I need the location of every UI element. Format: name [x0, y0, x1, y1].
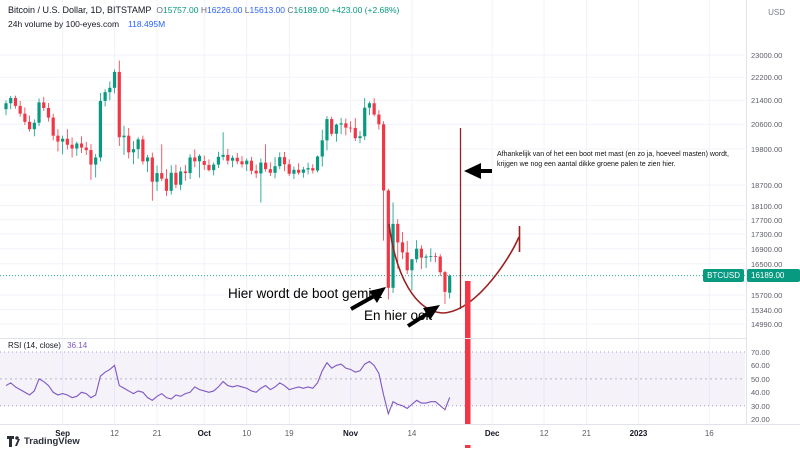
rsi-value: 36.14: [67, 341, 88, 350]
tradingview-logo-text: TradingView: [24, 436, 80, 447]
open-value: 15757.00: [163, 5, 199, 15]
close-value: 16189.00: [293, 5, 329, 15]
open-label: O: [156, 5, 163, 15]
time-axis-label: 19: [284, 429, 294, 438]
high-label: H: [200, 5, 207, 15]
rsi-legend[interactable]: RSI (14, close) 36.14: [8, 341, 87, 350]
time-axis-label: 16: [704, 429, 714, 438]
price-axis-label: 18100.00: [751, 201, 783, 211]
rsi-axis-label: 20.00: [751, 415, 770, 425]
symbol-title[interactable]: Bitcoin / U.S. Dollar, 1D, BITSTAMP: [8, 5, 152, 15]
price-axis-label: 16900.00: [751, 244, 783, 254]
time-axis-label: 21: [582, 429, 591, 438]
pane-divider[interactable]: [0, 338, 746, 339]
last-price-badge: 16189.00: [747, 269, 800, 283]
price-axis-label: 14990.00: [751, 320, 783, 330]
rsi-axis-label: 50.00: [751, 374, 770, 384]
change-value: +423.00 (+2.68%): [331, 5, 400, 15]
rsi-label: RSI (14, close): [8, 341, 61, 350]
rsi-axis-label: 40.00: [751, 388, 770, 398]
price-axis-label: 15340.00: [751, 305, 783, 315]
price-axis-label: 23000.00: [751, 51, 783, 60]
annotation-mast-note[interactable]: Afhankelijk van of het een boot met mast…: [497, 151, 729, 169]
low-value: 15613.00: [249, 5, 285, 15]
price-axis-label: 20600.00: [751, 120, 783, 130]
currency-label: USD: [768, 8, 785, 17]
high-value: 16226.00: [206, 5, 243, 15]
chart-legend: Bitcoin / U.S. Dollar, 1D, BITSTAMP O157…: [8, 5, 399, 29]
volume-study-value: 118.495M: [128, 19, 166, 29]
price-axis[interactable]: USD 23000.00 22200.00 21400.00 20600.00 1980…: [746, 0, 800, 424]
time-axis-label: 21: [152, 429, 162, 438]
time-axis-label: 14: [407, 429, 417, 438]
annotation-here-too[interactable]: En hier ook: [364, 308, 433, 323]
time-axis-label: 2023: [629, 429, 648, 438]
price-axis-label: 15700.00: [751, 290, 783, 300]
time-axis-label: Sep: [55, 429, 70, 438]
rsi-axis-label: 30.00: [751, 401, 770, 411]
annotation-boat-missed[interactable]: Hier wordt de boot gemist: [228, 286, 382, 301]
price-axis-label: 22200.00: [751, 73, 783, 83]
rsi-axis-label: 60.00: [751, 361, 770, 371]
low-label: L: [244, 5, 250, 15]
rsi-axis-label: 70.00: [751, 348, 770, 357]
tradingview-logo[interactable]: TradingView: [7, 436, 80, 447]
time-axis[interactable]: Sep 12 21 Oct 10 19 Nov 14 Dec 12 21 2023 16: [0, 424, 800, 445]
price-axis-label: 18700.00: [751, 181, 783, 191]
time-axis-label: Oct: [197, 429, 211, 438]
price-axis-label: 17700.00: [751, 215, 783, 225]
symbol-price-flag: BTCUSD: [703, 269, 744, 283]
time-axis-label: Nov: [342, 429, 359, 438]
price-axis-label: 19800.00: [751, 145, 783, 155]
ohlc-readout: O15757.00 H16226.00 L15613.00 C16189.00 …: [156, 5, 399, 15]
price-axis-label: 17300.00: [751, 229, 783, 239]
time-axis-label: 10: [242, 429, 252, 438]
price-axis-label: 16500.00: [751, 259, 783, 269]
time-axis-label: 12: [110, 429, 119, 438]
time-axis-label: 12: [539, 429, 549, 438]
time-axis-label: Dec: [484, 429, 500, 438]
tradingview-logo-icon: [7, 436, 20, 447]
price-axis-label: 21400.00: [751, 96, 783, 106]
close-label: C: [287, 5, 294, 15]
volume-study-label[interactable]: 24h volume by 100-eyes.com: [8, 19, 120, 29]
